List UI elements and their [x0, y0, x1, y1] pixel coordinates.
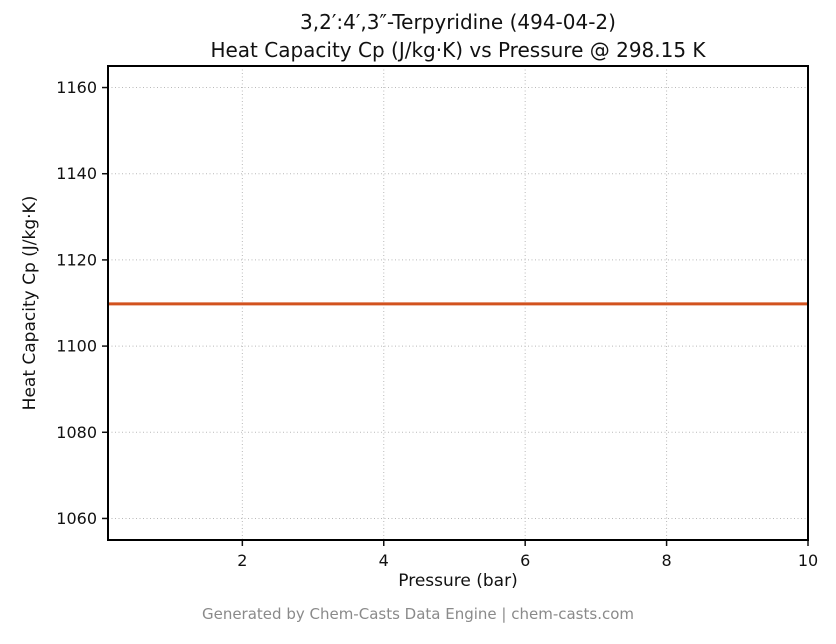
chart-title: 3,2′:4′,3″-Terpyridine (494-04-2) Heat C… [108, 8, 808, 64]
chart-title-line2: Heat Capacity Cp (J/kg·K) vs Pressure @ … [210, 38, 706, 62]
plot-area: 2 4 6 8 10 1060 1080 1100 1120 1140 1160 [56, 65, 818, 570]
chart-title-line1: 3,2′:4′,3″-Terpyridine (494-04-2) [300, 10, 616, 34]
y-tick-label: 1120 [56, 250, 97, 269]
x-tick-label: 4 [379, 551, 389, 570]
y-tick-label: 1160 [56, 78, 97, 97]
plot-border [107, 65, 809, 541]
x-tick-label: 8 [661, 551, 671, 570]
x-axis-label: Pressure (bar) [398, 571, 518, 591]
y-tick-label: 1080 [56, 423, 97, 442]
y-tick-label: 1140 [56, 164, 97, 183]
y-tick-label: 1100 [56, 337, 97, 356]
x-tick-label: 6 [520, 551, 530, 570]
y-axis-label: Heat Capacity Cp (J/kg·K) [20, 195, 40, 411]
x-tick-label: 10 [798, 551, 818, 570]
y-tick-label: 1060 [56, 509, 97, 528]
x-tick-label: 2 [237, 551, 247, 570]
footer-caption: Generated by Chem-Casts Data Engine | ch… [201, 605, 635, 623]
